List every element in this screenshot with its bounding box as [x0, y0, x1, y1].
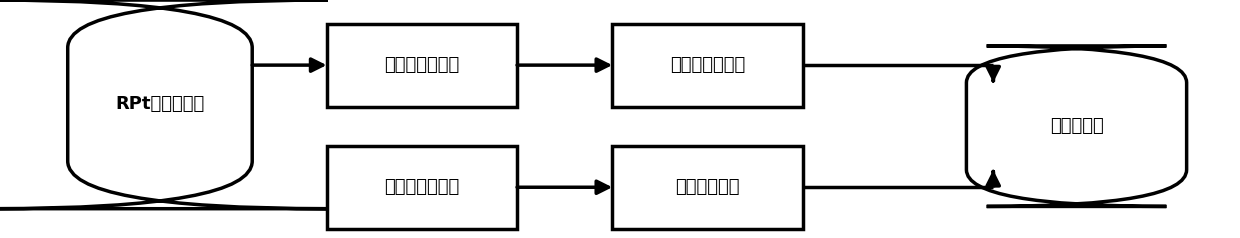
FancyBboxPatch shape: [613, 146, 802, 229]
Text: RPt电阻传感器: RPt电阻传感器: [115, 95, 205, 113]
Text: 电压差信号: 电压差信号: [1049, 117, 1104, 135]
FancyBboxPatch shape: [0, 0, 327, 209]
Text: 恒流源调试电路: 恒流源调试电路: [384, 178, 460, 196]
Text: 处理后电压信号: 处理后电压信号: [670, 56, 745, 74]
Text: 信号基准电压: 信号基准电压: [676, 178, 740, 196]
FancyBboxPatch shape: [326, 24, 517, 107]
FancyBboxPatch shape: [966, 46, 1187, 206]
FancyBboxPatch shape: [613, 24, 802, 107]
FancyBboxPatch shape: [326, 146, 517, 229]
Text: 恒流源采集电路: 恒流源采集电路: [384, 56, 460, 74]
